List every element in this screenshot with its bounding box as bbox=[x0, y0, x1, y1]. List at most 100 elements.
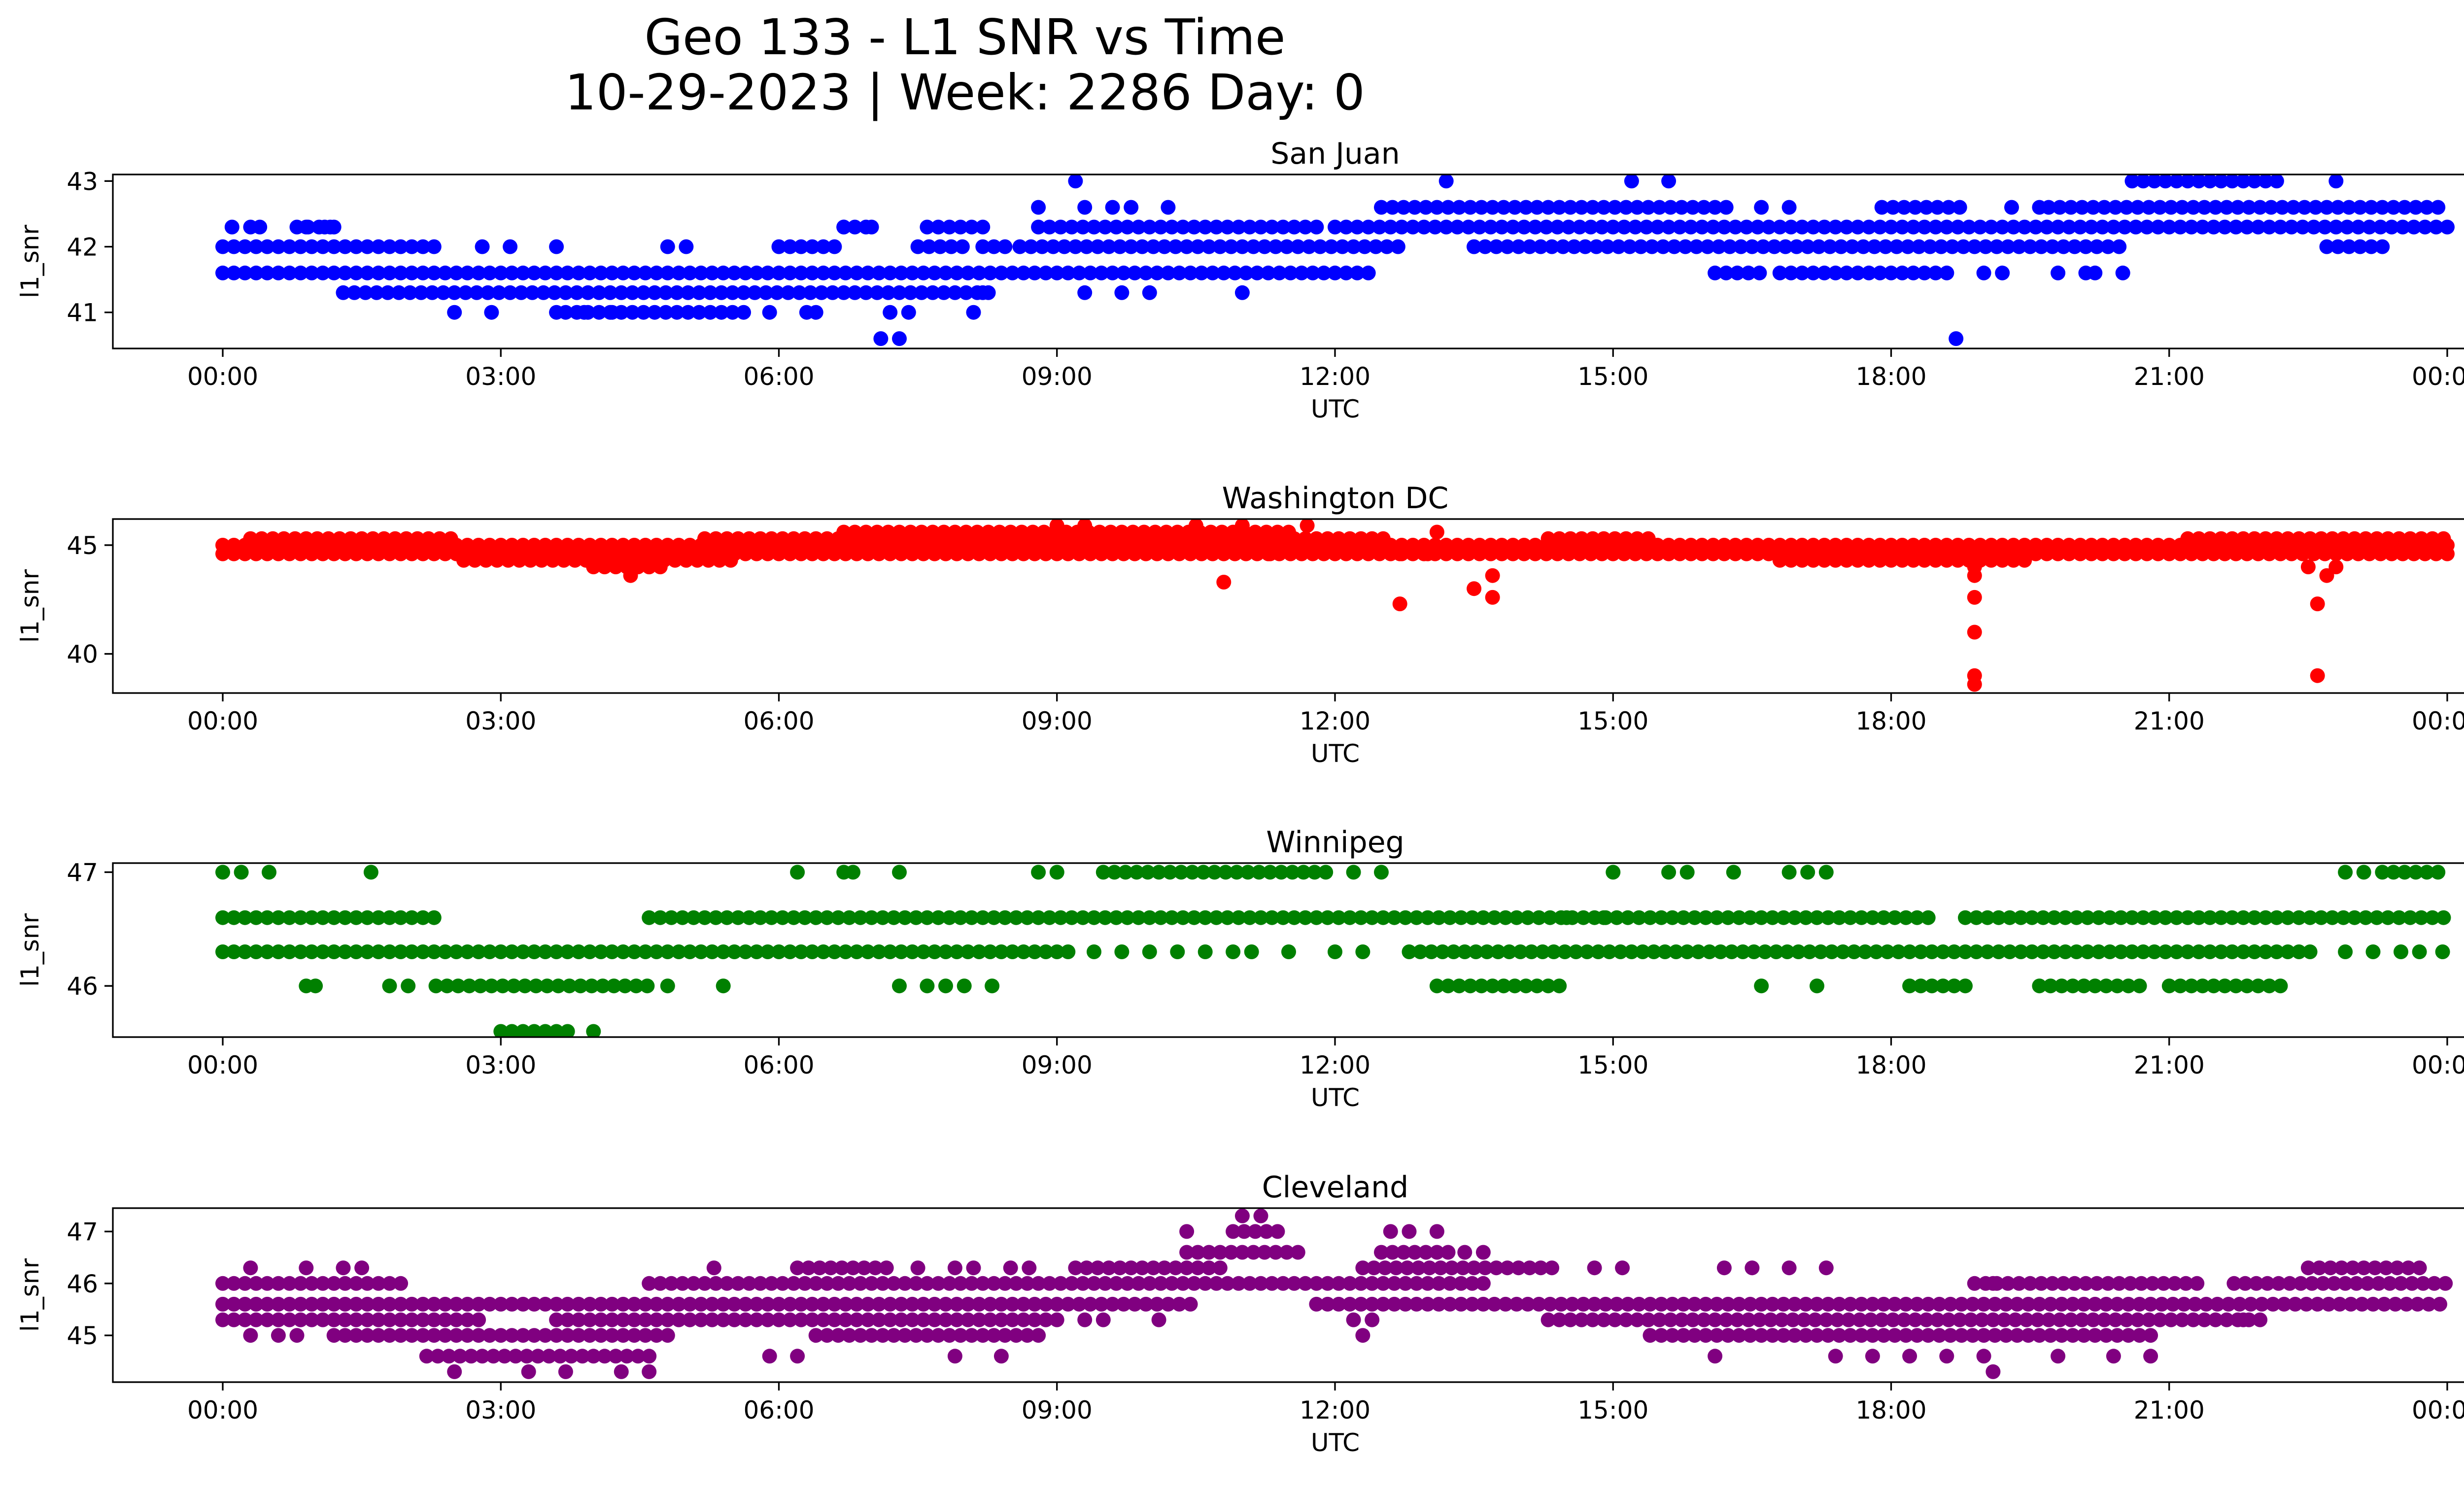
data-point bbox=[1020, 1276, 1035, 1291]
data-point bbox=[527, 1328, 542, 1343]
data-point bbox=[1635, 944, 1650, 959]
data-point bbox=[605, 1312, 619, 1327]
data-point bbox=[1463, 200, 1478, 215]
data-point bbox=[1142, 910, 1157, 925]
data-point bbox=[1440, 1245, 1456, 1260]
data-point bbox=[1149, 265, 1164, 280]
data-point bbox=[697, 1276, 712, 1291]
y-tick-label: 47 bbox=[67, 858, 98, 887]
data-point bbox=[430, 1349, 445, 1364]
data-point bbox=[1865, 1296, 1880, 1312]
data-point bbox=[681, 305, 696, 320]
data-point bbox=[1095, 1312, 1111, 1327]
data-point bbox=[983, 1296, 998, 1312]
data-point bbox=[630, 1349, 646, 1364]
data-point bbox=[1179, 1245, 1195, 1260]
data-point bbox=[1687, 1296, 1702, 1312]
data-point bbox=[1552, 200, 1567, 215]
data-point bbox=[1506, 219, 1521, 235]
data-point bbox=[393, 944, 409, 959]
data-point bbox=[823, 1260, 838, 1276]
data-point bbox=[2224, 944, 2240, 959]
data-point bbox=[254, 531, 269, 546]
data-point bbox=[993, 1349, 1009, 1364]
data-point bbox=[681, 285, 696, 300]
data-point bbox=[382, 265, 397, 280]
data-point bbox=[1442, 1296, 1458, 1312]
data-point bbox=[1752, 1312, 1767, 1327]
data-point bbox=[970, 524, 985, 540]
data-point bbox=[1079, 1260, 1094, 1276]
data-point bbox=[415, 1328, 431, 1343]
x-tick-label: 21:00 bbox=[2134, 1396, 2205, 1425]
data-point bbox=[326, 239, 342, 254]
data-point bbox=[1038, 1312, 1054, 1327]
data-point bbox=[1342, 1276, 1358, 1291]
data-point bbox=[1365, 531, 1380, 546]
data-point bbox=[1958, 944, 1973, 959]
data-point bbox=[299, 531, 314, 546]
data-point bbox=[376, 531, 392, 546]
data-point bbox=[1643, 910, 1658, 925]
data-point bbox=[2319, 568, 2334, 583]
data-point bbox=[1995, 553, 2010, 568]
data-point bbox=[893, 1312, 909, 1327]
data-point bbox=[1544, 1260, 1560, 1276]
data-point bbox=[2008, 1312, 2023, 1327]
data-point bbox=[2425, 910, 2440, 925]
data-point bbox=[790, 865, 805, 880]
data-point bbox=[1265, 1276, 1280, 1291]
data-point bbox=[1757, 944, 1773, 959]
data-point bbox=[1674, 200, 1689, 215]
data-point bbox=[226, 1276, 241, 1291]
data-point bbox=[1146, 239, 1161, 254]
data-point bbox=[1910, 1296, 1925, 1312]
data-point bbox=[949, 944, 964, 959]
data-point bbox=[1978, 239, 1993, 254]
data-point bbox=[2112, 1276, 2127, 1291]
data-point bbox=[591, 305, 607, 320]
data-point bbox=[1755, 239, 1771, 254]
data-point bbox=[1885, 200, 1901, 215]
data-point bbox=[513, 285, 529, 300]
data-point bbox=[1679, 865, 1695, 880]
data-point bbox=[1234, 1208, 1250, 1223]
data-point bbox=[2328, 174, 2344, 189]
data-point bbox=[2115, 265, 2130, 280]
data-point bbox=[847, 524, 862, 540]
data-point bbox=[1861, 538, 1877, 553]
data-point bbox=[326, 265, 342, 280]
data-point bbox=[1752, 265, 1767, 280]
data-point bbox=[2124, 174, 2140, 189]
data-point bbox=[827, 265, 842, 280]
data-point bbox=[1528, 219, 1543, 235]
data-point bbox=[1820, 1328, 1836, 1343]
data-point bbox=[1383, 219, 1398, 235]
data-point bbox=[1179, 239, 1195, 254]
data-point bbox=[905, 944, 920, 959]
data-point bbox=[2440, 219, 2455, 235]
data-point bbox=[2056, 1276, 2071, 1291]
data-point bbox=[1540, 200, 1556, 215]
data-point bbox=[1743, 910, 1758, 925]
data-point bbox=[816, 239, 831, 254]
data-point bbox=[883, 265, 898, 280]
data-point bbox=[2028, 538, 2043, 553]
data-point bbox=[1943, 1296, 1958, 1312]
data-point bbox=[849, 944, 864, 959]
data-point bbox=[2369, 531, 2385, 546]
data-point bbox=[2024, 944, 2040, 959]
x-tick-label: 21:00 bbox=[2134, 362, 2205, 391]
data-point bbox=[1142, 1276, 1157, 1291]
data-point bbox=[760, 1296, 775, 1312]
data-point bbox=[1226, 1224, 1241, 1239]
data-point bbox=[1353, 1296, 1369, 1312]
data-point bbox=[920, 219, 935, 235]
data-point bbox=[1190, 1260, 1205, 1276]
data-point bbox=[260, 265, 275, 280]
data-point bbox=[1246, 239, 1261, 254]
data-point bbox=[1453, 1276, 1469, 1291]
data-point bbox=[1917, 553, 1932, 568]
data-point bbox=[436, 285, 451, 300]
